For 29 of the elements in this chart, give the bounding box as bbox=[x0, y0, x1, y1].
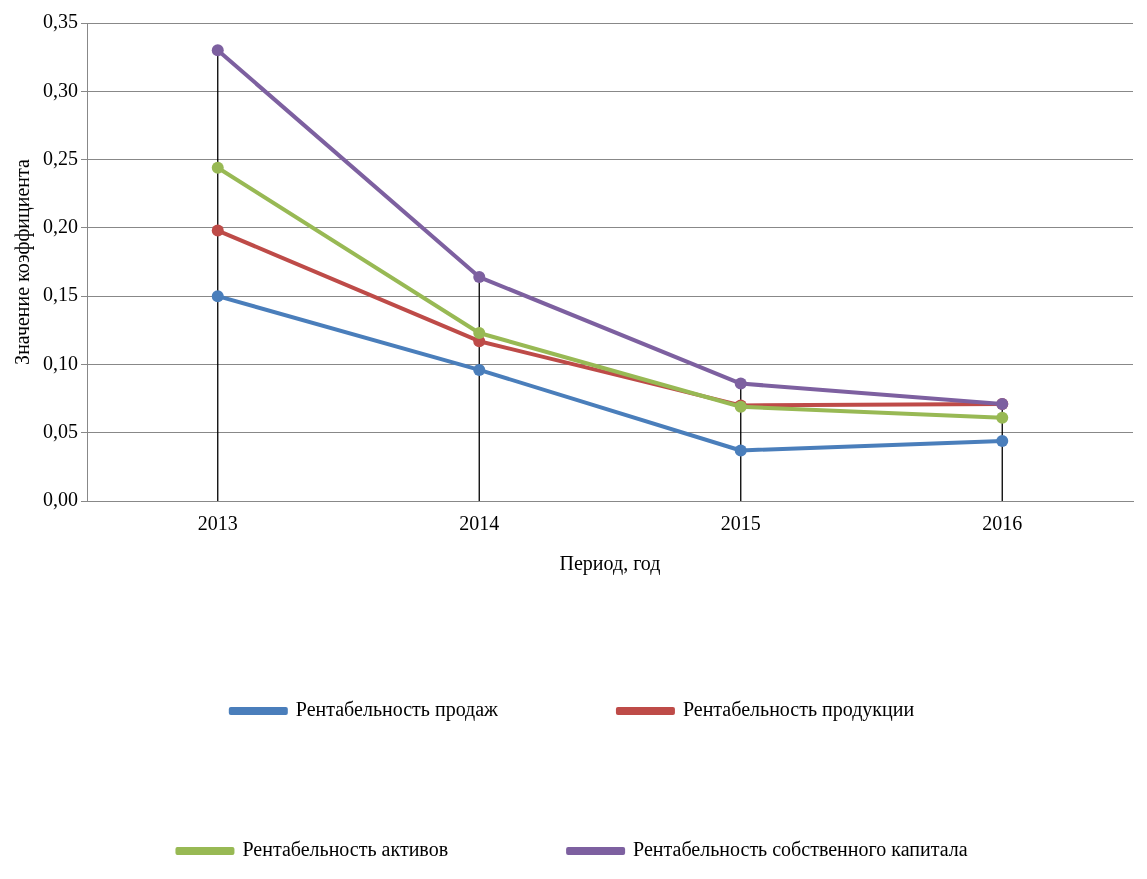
y-tick-label: 0,20 bbox=[43, 215, 78, 238]
point bbox=[211, 44, 224, 57]
point bbox=[734, 377, 747, 390]
point bbox=[473, 271, 486, 284]
x-tick-label: 2015 bbox=[720, 512, 761, 535]
x-tick-label: 2016 bbox=[982, 512, 1023, 535]
legend-label: Рентабельность продукции bbox=[682, 698, 915, 722]
y-tick-label: 0,35 bbox=[43, 10, 78, 33]
point bbox=[734, 444, 747, 457]
legend-label: Рентабельность продаж bbox=[295, 698, 499, 722]
y-tick-label: 0,05 bbox=[43, 419, 78, 442]
point bbox=[211, 224, 224, 237]
y-tick-label: 0,15 bbox=[43, 283, 78, 306]
y-tick-label: 0,10 bbox=[43, 351, 78, 374]
point bbox=[473, 363, 486, 376]
legend-label: Рентабельность активов bbox=[242, 838, 449, 861]
x-tick-label: 2014 bbox=[459, 512, 500, 535]
x-axis-title: Период, год bbox=[559, 552, 661, 576]
point bbox=[211, 161, 224, 174]
legend-label: Рентабельность собственного капитала bbox=[633, 838, 968, 861]
point bbox=[996, 434, 1009, 447]
y-tick-label: 0,00 bbox=[43, 488, 78, 511]
point bbox=[473, 327, 486, 340]
y-tick-label: 0,30 bbox=[43, 78, 78, 101]
x-tick-label: 2013 bbox=[197, 512, 238, 535]
point bbox=[211, 290, 224, 303]
y-tick-label: 0,25 bbox=[43, 146, 78, 169]
point bbox=[996, 411, 1009, 424]
y-axis-title: Значение коэффициента bbox=[11, 158, 35, 365]
